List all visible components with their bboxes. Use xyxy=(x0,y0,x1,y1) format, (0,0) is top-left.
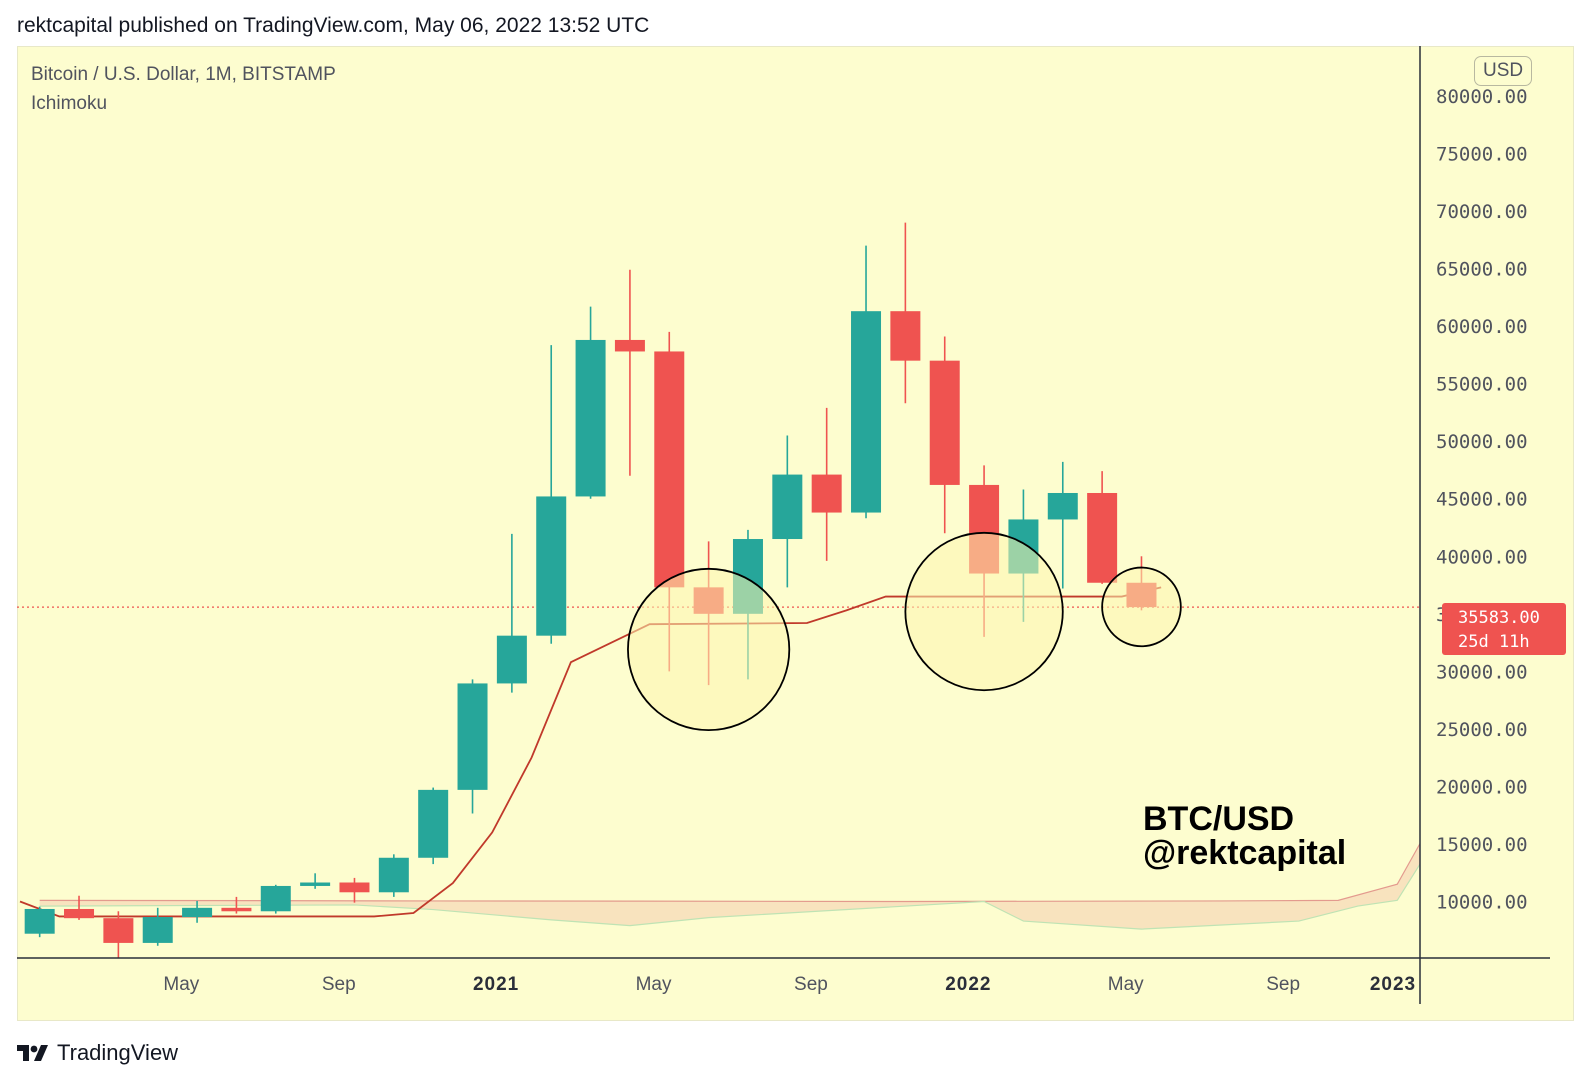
candle-body-2021-12 xyxy=(929,360,960,485)
candle-body-2022-04 xyxy=(1087,492,1118,583)
publish-header: rektcapital published on TradingView.com… xyxy=(17,14,650,37)
currency-badge[interactable]: USD xyxy=(1474,56,1533,86)
candle-body-2021-03 xyxy=(575,339,606,497)
price-tick-label: 60000.00 xyxy=(1436,316,1528,338)
indicator-legend[interactable]: Ichimoku xyxy=(31,93,108,114)
time-tick-label: Sep xyxy=(794,974,828,995)
time-tick-label: 2022 xyxy=(945,974,991,995)
time-tick-label: May xyxy=(163,974,199,995)
price-tick-label: 75000.00 xyxy=(1436,144,1528,166)
price-tick-label: 65000.00 xyxy=(1436,259,1528,281)
price-tick-label: 15000.00 xyxy=(1436,834,1528,856)
last-price-value: 35583.00 xyxy=(1458,608,1540,628)
candle-countdown: 25d 11h xyxy=(1458,632,1530,652)
candle-body-2020-09 xyxy=(339,882,370,893)
symbol-legend[interactable]: Bitcoin / U.S. Dollar, 1M, BITSTAMP xyxy=(31,64,336,85)
price-tick-label: 70000.00 xyxy=(1436,201,1528,223)
candle-body-2020-08 xyxy=(300,882,331,886)
candle-body-2022-03 xyxy=(1047,492,1078,520)
watermark-pair: BTC/USD xyxy=(1143,800,1295,838)
price-tick-label: 40000.00 xyxy=(1436,546,1528,568)
candle-body-2020-03 xyxy=(103,918,134,943)
footer-brand-label: TradingView xyxy=(57,1040,179,1065)
price-tick-label: 55000.00 xyxy=(1436,374,1528,396)
chart-watermark: BTC/USD @rektcapital xyxy=(1143,802,1346,870)
kijun-sen-line xyxy=(19,586,1162,918)
candle-body-2021-09 xyxy=(811,474,842,513)
price-tick-label: 50000.00 xyxy=(1436,431,1528,453)
last-price-tag: 35583.00 25d 11h xyxy=(1442,603,1566,655)
ichimoku-cloud xyxy=(39,843,1420,930)
candle-body-2020-04 xyxy=(142,917,173,943)
candle-body-2021-11 xyxy=(890,311,921,361)
price-tick-label: 45000.00 xyxy=(1436,489,1528,511)
footer-brand[interactable]: TradingView xyxy=(17,1040,178,1066)
time-tick-label: May xyxy=(636,974,672,995)
price-tick-label: 80000.00 xyxy=(1436,86,1528,108)
tradingview-logo-icon xyxy=(17,1045,48,1061)
time-tick-label: 2023 xyxy=(1370,974,1416,995)
watermark-author: @rektcapital xyxy=(1143,834,1347,872)
price-tick-label: 30000.00 xyxy=(1436,661,1528,683)
candle-body-2021-08 xyxy=(772,474,803,540)
candle-body-2020-02 xyxy=(64,908,95,919)
annotation-circle-3 xyxy=(1101,566,1182,648)
candle-body-2020-11 xyxy=(418,789,449,858)
candle-body-2020-07 xyxy=(260,885,291,912)
price-tick-label: 25000.00 xyxy=(1436,719,1528,741)
annotation-circle-2 xyxy=(904,531,1064,692)
candle-body-2020-06 xyxy=(221,907,252,912)
time-tick-label: 2021 xyxy=(473,974,519,995)
candle-body-2020-01 xyxy=(24,908,55,934)
time-tick-label: May xyxy=(1108,974,1144,995)
annotation-circle-1 xyxy=(627,567,791,732)
price-tick-label: 10000.00 xyxy=(1436,891,1528,913)
candle-body-2021-04 xyxy=(614,339,645,352)
candle-body-2021-01 xyxy=(496,635,527,684)
cloud-edge-line xyxy=(39,842,1420,903)
price-tick-label: 20000.00 xyxy=(1436,776,1528,798)
candle-body-2020-05 xyxy=(182,907,213,918)
time-tick-label: Sep xyxy=(1266,974,1300,995)
cloud-lower-line xyxy=(39,862,1420,930)
time-tick-label: Sep xyxy=(322,974,356,995)
candle-body-2021-10 xyxy=(851,311,882,513)
candle-body-2020-10 xyxy=(378,857,409,893)
candle-body-2021-05 xyxy=(654,351,685,588)
candle-body-2020-12 xyxy=(457,683,488,790)
candle-body-2021-02 xyxy=(536,496,567,636)
